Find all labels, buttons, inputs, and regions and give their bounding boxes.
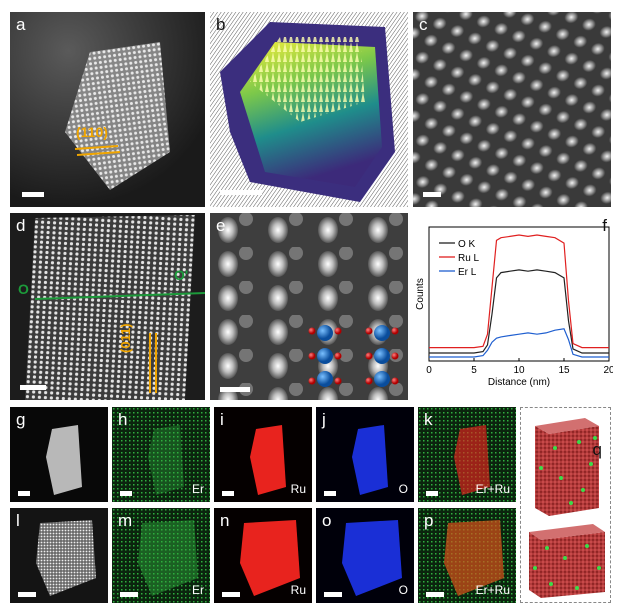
scale-bar [22,192,44,197]
plane-label: (011) [118,323,133,353]
x-tick-label: 0 [426,365,432,376]
element-label: Er+Ru [475,482,510,496]
panel-j: j O [316,407,414,502]
panel-m: m Er [112,508,210,603]
er-elemental-map [112,508,210,603]
element-label: Ru [290,482,306,496]
panel-q: q [520,407,611,603]
element-label: O [398,482,408,496]
element-label: Er+Ru [475,583,510,597]
er-ru-overlay-map [418,407,516,502]
ru-elemental-map [214,508,312,603]
scale-bar [18,592,36,597]
x-tick-label: 15 [558,365,570,376]
haadf-particle-image [10,508,108,603]
panel-label: d [16,216,26,235]
panel-label: b [216,15,226,34]
o-elemental-map [316,407,414,502]
panel-label: o [322,511,332,530]
crystal-structure-model [308,325,399,387]
panel-o: o O [316,508,414,603]
x-tick-label: 20 [603,365,613,376]
haadf-lattice-image [10,213,205,400]
ru-elemental-map [214,407,312,502]
element-label: O [398,583,408,597]
legend-label: Ru L [458,253,480,264]
panel-label: j [322,410,326,429]
scale-bar [220,190,262,195]
atomic-column-image [210,213,408,400]
panel-g: g [10,407,108,502]
panel-h: h Er [112,407,210,502]
panel-label: c [419,15,428,34]
element-label: Er [192,482,204,496]
panel-e: e [210,213,408,400]
panel-c: c [413,12,611,207]
panel-label: g [16,410,26,429]
panel-f: 0 5 10 15 20 Distance (nm) Counts O K Ru L Er L f [413,213,613,400]
scale-bar [426,491,438,496]
y-axis-label: Counts [415,278,426,310]
x-tick-label: 5 [471,365,477,376]
plane-label: (110) [76,124,108,140]
scale-bar [423,192,441,197]
scale-bar [324,592,342,597]
eels-line-profile-chart: 0 5 10 15 20 Distance (nm) Counts O K Ru L Er L [415,226,613,388]
er-elemental-map [112,407,210,502]
scale-bar [18,491,30,496]
x-tick-label: 10 [513,365,525,376]
scale-bar [120,491,132,496]
scale-bar [426,592,444,597]
series-line-0 [429,269,609,354]
panel-label: h [118,410,128,429]
atomic-lattice-image [413,12,611,207]
panel-label: p [424,511,434,530]
legend-label: Er L [458,267,477,278]
o-elemental-map [316,508,414,603]
element-label: Ru [290,583,306,597]
3d-intensity-surface [210,12,408,207]
panel-l: l [10,508,108,603]
legend-label: O K [458,239,476,250]
scale-bar [324,491,336,496]
atomic-model-illustration [529,418,605,598]
panel-b: b [210,12,408,207]
scale-bar [20,385,46,390]
scale-bar [120,592,138,597]
line-start-label: O [18,281,29,297]
plot-frame [428,226,610,362]
panel-label: q [592,440,602,459]
scale-bar [220,387,250,392]
line-end-label: O' [174,267,189,283]
panel-label: a [16,15,26,34]
panel-label: l [16,511,20,530]
x-axis-label: Distance (nm) [488,377,550,388]
panel-label: f [602,216,607,235]
panel-a: a (110) [10,12,205,207]
panel-k: k Er+Ru [418,407,516,502]
panel-label: n [220,511,230,530]
panel-label: k [424,410,433,429]
panel-n: n Ru [214,508,312,603]
element-label: Er [192,583,204,597]
scale-bar [222,491,234,496]
series-line-1 [429,234,609,349]
scale-bar [222,592,240,597]
panel-p: p Er+Ru [418,508,516,603]
panel-label: e [216,216,226,235]
haadf-overview-image [10,407,108,502]
er-ru-overlay-map [418,508,516,603]
panel-d: d O O' (011) [10,213,205,400]
panel-label: m [118,511,133,530]
series-line-2 [429,328,609,358]
panel-i: i Ru [214,407,312,502]
haadf-particle-image [10,12,205,207]
panel-label: i [220,410,224,429]
